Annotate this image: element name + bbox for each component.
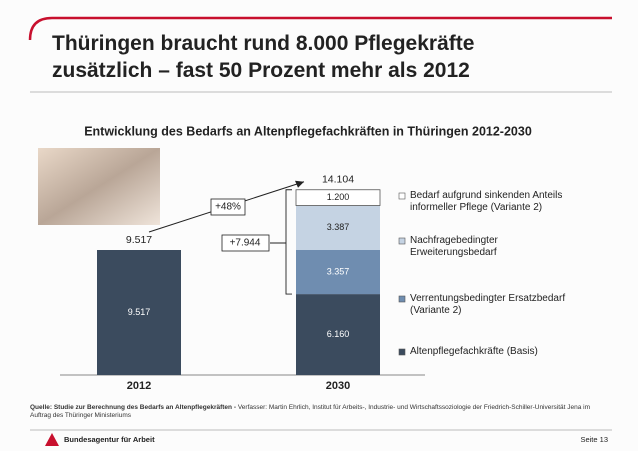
header-rule	[28, 16, 612, 41]
slide-title: Thüringen braucht rund 8.000 Pflegekräft…	[52, 30, 474, 84]
title-line: zusätzlich – fast 50 Prozent mehr als 20…	[52, 59, 470, 82]
legend-entry: Nachfragebedingter Erweiterungsbedarf	[410, 235, 498, 258]
footer-right: Seite 13	[580, 435, 608, 444]
legend-swatch	[398, 348, 406, 356]
value-label: 3.357	[327, 266, 350, 276]
bar-segment	[295, 189, 381, 206]
bar-segment	[296, 250, 380, 295]
photo	[38, 148, 160, 225]
source-text: Verfasser: Martin Ehrlich, Institut für …	[30, 404, 591, 419]
source: Quelle: Studie zur Berechnung des Bedarf…	[30, 404, 610, 420]
annotation-box	[221, 234, 270, 252]
bar-segment	[97, 250, 181, 375]
value-label: 1.200	[327, 192, 350, 202]
legend-swatch	[398, 237, 406, 245]
arrow-head	[295, 180, 304, 188]
x-tick-label: 2030	[326, 380, 350, 392]
footer-left: Bundesagentur für Arbeit	[64, 435, 155, 444]
annotation: +7.944	[230, 238, 261, 249]
value-label: 9.517	[128, 307, 151, 317]
logo	[45, 433, 59, 446]
legend-swatch	[398, 192, 406, 200]
bracket	[270, 189, 292, 295]
legend-entry: Bedarf aufgrund sinkenden Anteils inform…	[410, 190, 563, 213]
bar-segment	[296, 294, 380, 375]
legend-swatch	[398, 295, 406, 303]
total-label: 9.517	[126, 234, 152, 246]
source-bold: Quelle: Studie zur Berechnung des Bedarf…	[30, 404, 236, 411]
chart-title: Entwicklung des Bedarfs an Altenpflegefa…	[84, 124, 532, 138]
annotation-box	[210, 198, 246, 216]
legend-entry: Altenpflegefachkräfte (Basis)	[410, 346, 538, 357]
legend-entry: Verrentungsbedingter Ersatzbedarf (Varia…	[410, 293, 566, 316]
x-tick-label: 2012	[127, 380, 151, 392]
title-line: Thüringen braucht rund 8.000 Pflegekräft…	[52, 32, 475, 55]
total-label: 14.104	[322, 174, 354, 186]
value-label: 6.160	[327, 329, 350, 339]
annotation: +48%	[215, 202, 241, 213]
value-label: 3.387	[327, 222, 350, 232]
bar-segment	[296, 205, 380, 250]
